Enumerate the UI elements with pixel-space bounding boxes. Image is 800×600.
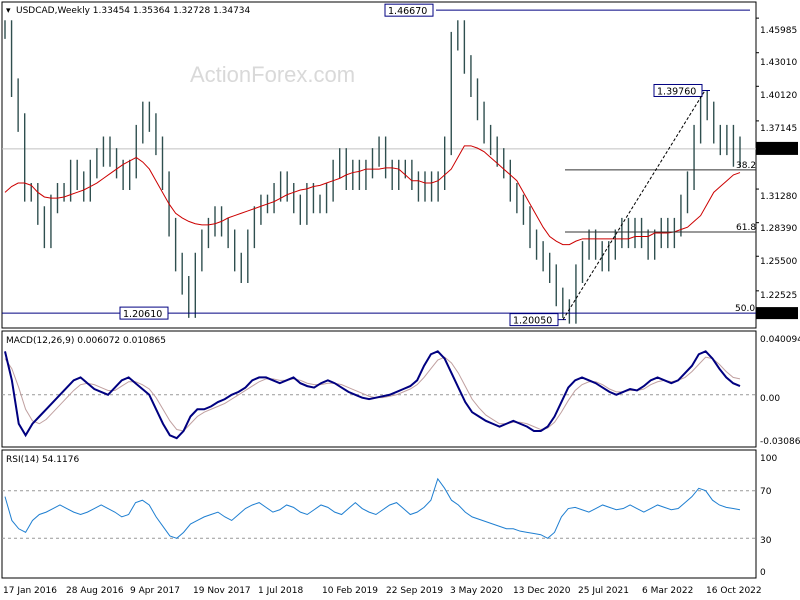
rsi-tick: 70 bbox=[760, 487, 772, 497]
macd-tick: 0.00 bbox=[760, 394, 780, 404]
x-axis: 17 Jan 2016 28 Aug 2016 9 Apr 2017 19 No… bbox=[3, 586, 762, 596]
level-label-box bbox=[653, 83, 703, 97]
price-tick: 1.22525 bbox=[760, 291, 797, 301]
x-tick: 19 Nov 2017 bbox=[193, 586, 251, 596]
fib-level-label: 38.2 bbox=[736, 161, 756, 171]
level-label-box bbox=[384, 3, 434, 17]
rsi-line bbox=[4, 477, 741, 539]
macd-tick: 0.040094 bbox=[760, 335, 800, 345]
price-tick: 1.40120 bbox=[760, 91, 797, 101]
current-price-tag bbox=[756, 141, 798, 155]
level-label: 1.39760 bbox=[657, 86, 696, 97]
x-tick: 1 Jul 2018 bbox=[258, 586, 303, 596]
rsi-tick: 0 bbox=[760, 568, 766, 578]
dropdown-arrow-icon[interactable]: ▾ bbox=[6, 6, 11, 16]
current-price-label: 1.34734 bbox=[759, 145, 796, 155]
x-tick: 17 Jan 2016 bbox=[3, 586, 57, 596]
level-label-box bbox=[509, 313, 559, 327]
x-tick: 9 Apr 2017 bbox=[130, 586, 180, 596]
low-price-label: 1.20610 bbox=[759, 310, 796, 320]
low-price-tag bbox=[756, 307, 798, 320]
rsi-tick: 100 bbox=[760, 454, 777, 464]
level-label: 1.46670 bbox=[388, 6, 427, 17]
macd-signal-line bbox=[4, 356, 741, 432]
price-tick: 1.25500 bbox=[760, 257, 797, 267]
rsi-panel bbox=[1, 449, 757, 579]
x-tick: 10 Feb 2019 bbox=[322, 586, 378, 596]
x-tick: 6 Mar 2022 bbox=[642, 586, 693, 596]
level-label-box bbox=[119, 306, 169, 320]
price-tick: 1.37145 bbox=[760, 124, 797, 134]
macd-tick: -0.03086 bbox=[760, 437, 800, 447]
level-label: 1.20610 bbox=[123, 309, 162, 320]
level-label: 1.20050 bbox=[513, 316, 552, 327]
macd-title: MACD(12,26,9) 0.006072 0.010865 bbox=[6, 336, 166, 346]
macd-line bbox=[4, 350, 741, 440]
chart-plot-layer: 1.34734 1.46670 1.39760 1.20610 1.20050 1.206… bbox=[2, 3, 798, 539]
x-tick: 16 Oct 2022 bbox=[706, 586, 762, 596]
x-tick: 22 Sep 2019 bbox=[386, 586, 443, 596]
moving-average-line bbox=[4, 145, 741, 246]
rsi-y-axis: 100 70 30 0 bbox=[760, 454, 777, 578]
watermark: ActionForex.com bbox=[190, 62, 355, 87]
macd-y-axis: 0.040094 0.00 -0.03086 bbox=[760, 335, 800, 447]
price-y-axis: 1.45985 1.43010 1.40120 1.37145 1.31280 … bbox=[760, 26, 797, 301]
price-tick: 1.28390 bbox=[760, 224, 797, 234]
price-tick: 1.45985 bbox=[760, 26, 797, 36]
price-tick: 1.43010 bbox=[760, 58, 797, 68]
rsi-title: RSI(14) 54.1176 bbox=[6, 455, 79, 465]
x-tick: 13 Dec 2020 bbox=[513, 586, 571, 596]
fib-level-label: 50.0 bbox=[735, 304, 755, 314]
rsi-tick: 30 bbox=[760, 536, 772, 546]
x-tick: 3 May 2020 bbox=[450, 586, 503, 596]
x-tick: 25 Jul 2021 bbox=[578, 586, 629, 596]
symbol-header: USDCAD,Weekly 1.33454 1.35364 1.32728 1.… bbox=[16, 6, 251, 16]
fib-level-label: 61.8 bbox=[736, 223, 756, 233]
price-tick: 1.31280 bbox=[760, 192, 797, 202]
x-tick: 28 Aug 2016 bbox=[66, 586, 124, 596]
